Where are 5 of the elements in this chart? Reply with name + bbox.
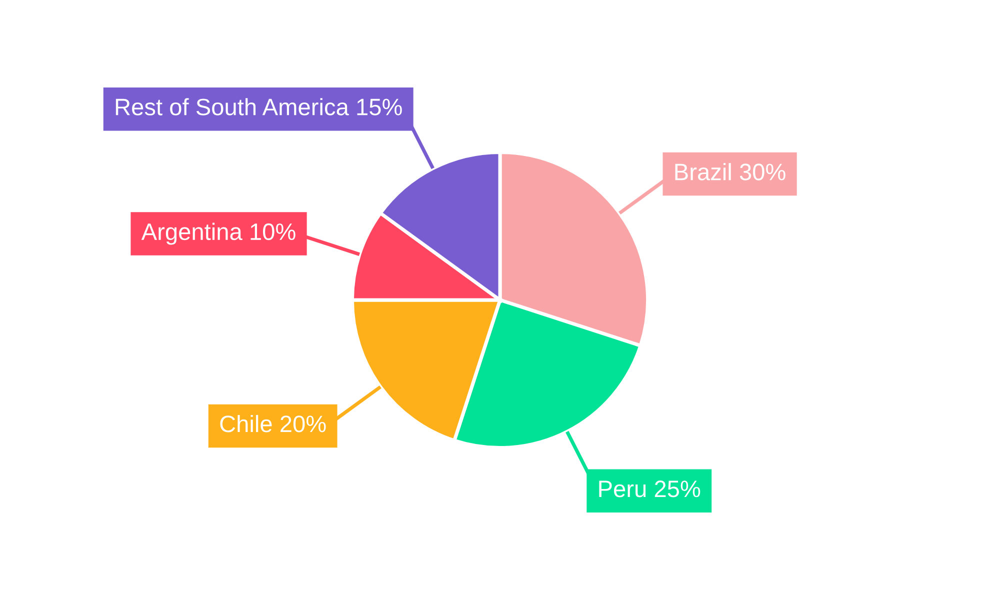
slice-label: Argentina 10% xyxy=(141,222,296,245)
slice-label: Chile 20% xyxy=(220,414,326,432)
slice-label: Peru 25% xyxy=(599,480,700,498)
slice-label: Brazil 30% xyxy=(675,163,786,180)
slice-label: Rest of South America 15% xyxy=(116,98,402,116)
